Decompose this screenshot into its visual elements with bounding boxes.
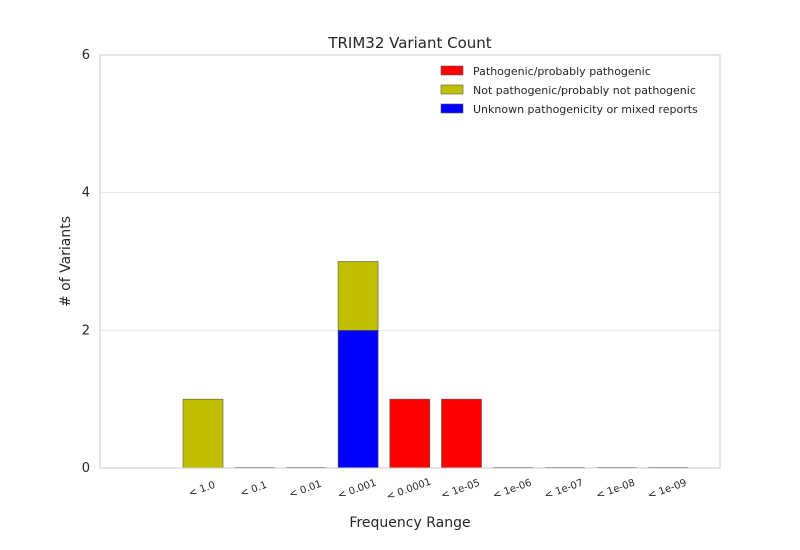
x-tick-label: < 1e-09 bbox=[647, 478, 689, 502]
x-tick-label: < 0.01 bbox=[288, 479, 324, 501]
legend: Pathogenic/probably pathogenic Not pathog… bbox=[440, 65, 698, 116]
chart-title: TRIM32 Variant Count bbox=[327, 34, 491, 52]
x-tick-label: < 0.0001 bbox=[385, 477, 433, 503]
x-tick-label: < 1e-08 bbox=[595, 478, 637, 502]
legend-swatch bbox=[440, 103, 464, 114]
legend-label: Unknown pathogenicity or mixed reports bbox=[473, 103, 698, 116]
x-tick-label: < 1e-07 bbox=[543, 478, 585, 502]
bar bbox=[337, 261, 379, 331]
grid-lines bbox=[100, 192, 720, 331]
bars bbox=[182, 261, 689, 469]
bar bbox=[182, 398, 224, 469]
plot-frame bbox=[99, 54, 721, 469]
legend-label: Not pathogenic/probably not pathogenic bbox=[473, 84, 696, 97]
legend-swatch bbox=[440, 65, 464, 76]
legend-swatch bbox=[440, 84, 464, 95]
x-ticks: < 1.0 < 0.1 < 0.01 < 0.001 < 0.0001 < 1e-05 < … bbox=[187, 477, 688, 503]
y-tick-label: 2 bbox=[82, 323, 90, 338]
y-ticks: 0 2 4 6 bbox=[82, 48, 90, 476]
x-axis-label: Frequency Range bbox=[349, 515, 470, 531]
y-tick-label: 6 bbox=[82, 48, 90, 63]
x-tick-label: < 1e-06 bbox=[491, 478, 533, 502]
y-tick-label: 4 bbox=[82, 186, 90, 201]
bar bbox=[389, 398, 431, 469]
x-tick-label: < 0.1 bbox=[239, 480, 269, 500]
x-tick-label: < 1.0 bbox=[187, 480, 217, 500]
y-tick-label: 0 bbox=[82, 461, 90, 476]
y-axis-label: # of Variants bbox=[58, 216, 74, 307]
x-tick-label: < 0.001 bbox=[336, 478, 378, 502]
x-tick-label: < 1e-05 bbox=[440, 478, 482, 502]
bar bbox=[337, 330, 379, 469]
legend-label: Pathogenic/probably pathogenic bbox=[473, 65, 651, 78]
bar bbox=[441, 398, 482, 469]
